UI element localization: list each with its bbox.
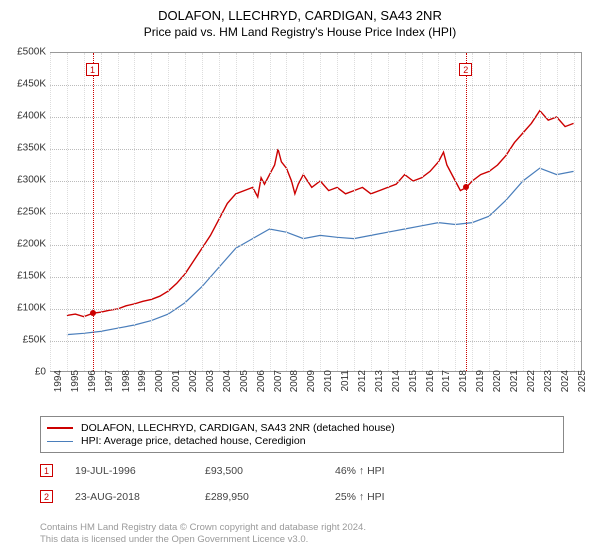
- annotation-hpi: 25% ↑ HPI: [335, 491, 465, 503]
- x-tick-label: 2013: [374, 370, 385, 410]
- y-tick-label: £300K: [2, 175, 46, 186]
- x-tick-label: 2000: [154, 370, 165, 410]
- x-tick-label: 2005: [239, 370, 250, 410]
- x-tick-label: 2024: [560, 370, 571, 410]
- x-tick-label: 2016: [425, 370, 436, 410]
- x-tick-label: 2021: [509, 370, 520, 410]
- event-marker: 2: [459, 63, 472, 76]
- x-tick-label: 1998: [121, 370, 132, 410]
- x-tick-label: 2007: [273, 370, 284, 410]
- y-tick-label: £0: [2, 367, 46, 378]
- y-tick-label: £450K: [2, 79, 46, 90]
- legend: DOLAFON, LLECHRYD, CARDIGAN, SA43 2NR (d…: [40, 416, 564, 453]
- x-tick-label: 1999: [137, 370, 148, 410]
- x-tick-label: 2015: [408, 370, 419, 410]
- x-tick-label: 2020: [492, 370, 503, 410]
- x-tick-label: 2009: [306, 370, 317, 410]
- event-marker: 1: [86, 63, 99, 76]
- x-tick-label: 1996: [87, 370, 98, 410]
- x-tick-label: 2012: [357, 370, 368, 410]
- x-tick-label: 2023: [543, 370, 554, 410]
- annotation-marker: 1: [40, 464, 53, 477]
- x-tick-label: 2018: [458, 370, 469, 410]
- x-tick-label: 2001: [171, 370, 182, 410]
- y-tick-label: £200K: [2, 239, 46, 250]
- x-tick-label: 1994: [53, 370, 64, 410]
- chart-subtitle: Price paid vs. HM Land Registry's House …: [0, 25, 600, 39]
- annotation-hpi: 46% ↑ HPI: [335, 465, 465, 477]
- annotation-row: 2 23-AUG-2018 £289,950 25% ↑ HPI: [40, 490, 564, 503]
- legend-swatch: [47, 441, 73, 442]
- x-tick-label: 2003: [205, 370, 216, 410]
- chart-plot-area: 12: [50, 52, 582, 372]
- footer: Contains HM Land Registry data © Crown c…: [40, 522, 366, 547]
- x-tick-label: 2014: [391, 370, 402, 410]
- y-tick-label: £500K: [2, 47, 46, 58]
- x-tick-label: 2010: [323, 370, 334, 410]
- x-tick-label: 2011: [340, 370, 351, 410]
- y-tick-label: £100K: [2, 303, 46, 314]
- legend-item: DOLAFON, LLECHRYD, CARDIGAN, SA43 2NR (d…: [47, 422, 557, 434]
- annotation-marker: 2: [40, 490, 53, 503]
- x-tick-label: 2008: [289, 370, 300, 410]
- x-tick-label: 2006: [256, 370, 267, 410]
- x-tick-label: 1997: [104, 370, 115, 410]
- annotation-date: 23-AUG-2018: [75, 491, 205, 503]
- annotation-price: £289,950: [205, 491, 335, 503]
- annotation-row: 1 19-JUL-1996 £93,500 46% ↑ HPI: [40, 464, 564, 477]
- legend-label: HPI: Average price, detached house, Cere…: [81, 435, 306, 447]
- legend-label: DOLAFON, LLECHRYD, CARDIGAN, SA43 2NR (d…: [81, 422, 395, 434]
- chart-container: DOLAFON, LLECHRYD, CARDIGAN, SA43 2NR Pr…: [0, 0, 600, 560]
- y-tick-label: £350K: [2, 143, 46, 154]
- x-tick-label: 2019: [475, 370, 486, 410]
- x-tick-label: 2022: [526, 370, 537, 410]
- annotation-date: 19-JUL-1996: [75, 465, 205, 477]
- titles: DOLAFON, LLECHRYD, CARDIGAN, SA43 2NR Pr…: [0, 0, 600, 39]
- x-tick-label: 2025: [577, 370, 588, 410]
- y-tick-label: £400K: [2, 111, 46, 122]
- event-point: [463, 184, 469, 190]
- legend-swatch: [47, 427, 73, 429]
- x-tick-label: 1995: [70, 370, 81, 410]
- y-tick-label: £50K: [2, 335, 46, 346]
- y-tick-label: £150K: [2, 271, 46, 282]
- y-tick-label: £250K: [2, 207, 46, 218]
- x-tick-label: 2002: [188, 370, 199, 410]
- x-tick-label: 2017: [441, 370, 452, 410]
- event-point: [90, 310, 96, 316]
- annotation-price: £93,500: [205, 465, 335, 477]
- chart-title: DOLAFON, LLECHRYD, CARDIGAN, SA43 2NR: [0, 8, 600, 23]
- footer-line: Contains HM Land Registry data © Crown c…: [40, 522, 366, 534]
- x-tick-label: 2004: [222, 370, 233, 410]
- legend-item: HPI: Average price, detached house, Cere…: [47, 435, 557, 447]
- footer-line: This data is licensed under the Open Gov…: [40, 534, 366, 546]
